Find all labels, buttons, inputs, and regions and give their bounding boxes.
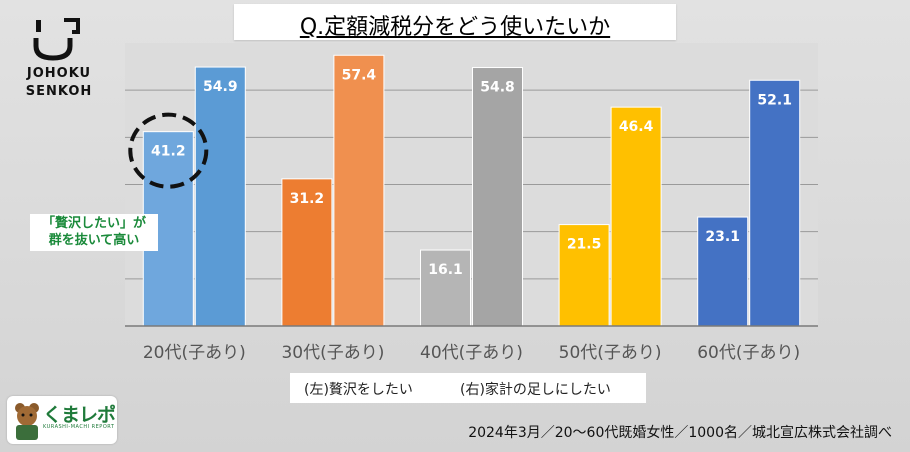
bar <box>610 106 662 327</box>
category-label: 30代(子あり) <box>281 343 384 363</box>
kuma-subtitle: KURASHI-MACHI REPORT <box>43 424 115 430</box>
category-label: 40代(子あり) <box>420 343 523 363</box>
legend-right: (右)家計の足しにしたい <box>460 382 611 398</box>
category-label: 60代(子あり) <box>697 343 800 363</box>
annotation-line-1: 「贅沢したい」が <box>41 216 146 231</box>
legend: (左)贅沢をしたい (右)家計の足しにしたい <box>290 373 646 403</box>
annotation-box: 「贅沢したい」が 群を抜いて高い <box>30 214 158 251</box>
chart-title: Q.定額減税分をどう使いたいか <box>299 15 611 40</box>
bear-mascot-icon <box>15 403 39 440</box>
data-label: 31.2 <box>290 191 325 207</box>
data-label: 21.5 <box>567 237 602 253</box>
data-label: 57.4 <box>342 67 377 83</box>
bar <box>472 67 523 327</box>
category-label: 20代(子あり) <box>143 343 246 363</box>
bar <box>697 216 749 327</box>
data-label: 46.4 <box>619 119 654 135</box>
data-label: 23.1 <box>705 229 740 245</box>
data-label: 16.1 <box>428 262 463 278</box>
logo-line-1: JOHOKU <box>26 66 92 81</box>
source-note: 2024年3月／20～60代既婚女性／1000名／城北宣広株式会社調べ <box>468 425 892 441</box>
kuma-report-logo: くまレポ KURASHI-MACHI REPORT <box>7 396 117 444</box>
data-label: 41.2 <box>151 144 186 160</box>
title-box: Q.定額減税分をどう使いたいか <box>234 4 676 40</box>
logo-line-2: SENKOH <box>25 84 93 99</box>
bar <box>194 66 246 327</box>
bar <box>420 249 471 327</box>
data-label: 54.9 <box>203 79 238 95</box>
data-label: 52.1 <box>757 92 792 108</box>
data-label: 54.8 <box>480 80 515 96</box>
legend-left: (左)贅沢をしたい <box>304 382 413 398</box>
bar <box>749 79 801 327</box>
annotation-line-2: 群を抜いて高い <box>48 233 140 248</box>
category-label: 50代(子あり) <box>559 343 662 363</box>
bar <box>281 178 333 327</box>
logo-mark-icon <box>33 18 80 61</box>
kuma-title: くまレポ <box>43 404 116 426</box>
bar <box>333 54 385 327</box>
highlight-circle <box>128 112 209 189</box>
bar <box>558 224 610 327</box>
johoku-logo: JOHOKU SENKOH <box>14 18 104 108</box>
